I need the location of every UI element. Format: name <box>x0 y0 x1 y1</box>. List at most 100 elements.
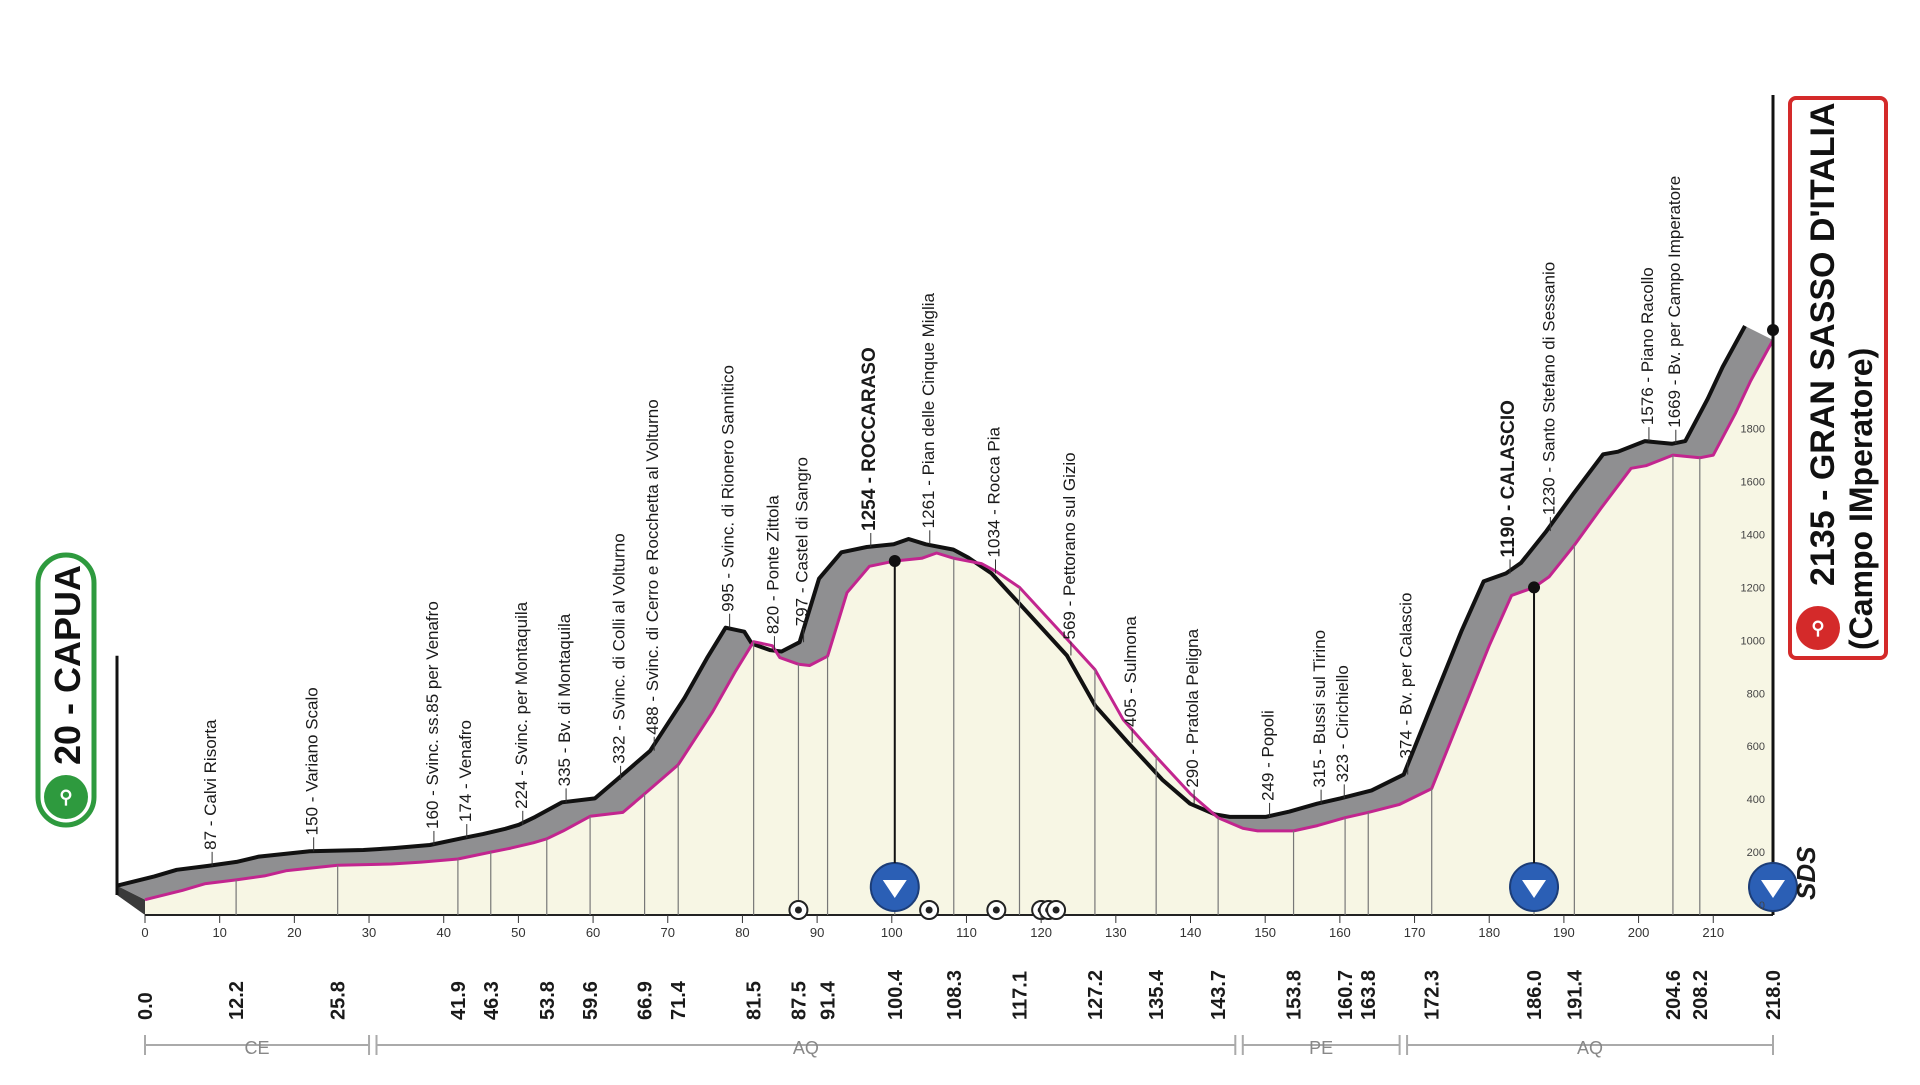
profile-side-face <box>117 885 145 915</box>
km-label: 127.2 <box>1085 970 1107 1020</box>
waypoint-label: 405 - Sulmona <box>1121 616 1140 727</box>
waypoint-label: 150 - Variano Scalo <box>303 687 322 835</box>
km-label: 12.2 <box>226 981 248 1020</box>
waypoint-label: 1190 - CALASCIO <box>1498 400 1519 557</box>
km-tick-label: 40 <box>436 925 450 940</box>
km-label: 100.4 <box>885 969 907 1020</box>
km-label: 135.4 <box>1146 969 1168 1020</box>
km-label: 41.9 <box>448 981 470 1020</box>
waypoint-label: 569 - Pettorano sul Gizio <box>1060 452 1079 639</box>
finish-bike-icon <box>1796 606 1840 650</box>
waypoint-label: 249 - Popoli <box>1259 710 1278 801</box>
km-tick-label: 20 <box>287 925 301 940</box>
waypoint-label: 1669 - Bv. per Campo Imperatore <box>1665 176 1684 428</box>
start-badge-frame <box>35 552 97 828</box>
km-tick-label: 190 <box>1553 925 1575 940</box>
waypoint-label: 315 - Bussi sul Tirino <box>1310 630 1329 788</box>
km-tick-label: 30 <box>362 925 376 940</box>
finish-subtitle: (Campo IMperatore) <box>1843 348 1879 650</box>
profile-fill <box>145 340 1773 915</box>
waypoint-label: 374 - Bv. per Calascio <box>1397 593 1416 759</box>
km-tick-label: 200 <box>1628 925 1650 940</box>
km-tick-label: 110 <box>956 925 977 940</box>
waypoint-labels-layer: 87 - Calvi Risorta 150 - Variano Scalo 160… <box>201 176 1684 850</box>
waypoint-label: 1230 - Santo Stefano di Sessanio <box>1539 262 1558 515</box>
km-label: 25.8 <box>328 981 350 1020</box>
gpm-marker-triangle <box>1522 880 1547 898</box>
sprint-marker-dot <box>1052 906 1060 914</box>
waypoint-label: 1576 - Piano Racollo <box>1638 267 1657 425</box>
waypoint-label: 224 - Svinc. per Montaquila <box>512 601 531 808</box>
altitude-tick-label: 400 <box>1747 794 1765 806</box>
km-tick-label: 160 <box>1329 925 1351 940</box>
waypoint-label: 174 - Venafro <box>456 720 475 822</box>
km-label: 46.3 <box>481 981 503 1020</box>
km-tick-label: 210 <box>1702 925 1724 940</box>
km-label: 87.5 <box>788 981 810 1020</box>
km-label: 53.8 <box>537 981 559 1020</box>
km-label: 172.3 <box>1422 970 1444 1020</box>
km-tick-label: 130 <box>1105 925 1127 940</box>
profile-gradient-line <box>144 339 1775 902</box>
km-label: 143.7 <box>1208 970 1230 1020</box>
waypoint-label: 488 - Svinc. di Cerro e Rocchetta al Vol… <box>643 399 662 734</box>
km-tick-label: 10 <box>212 925 226 940</box>
km-label: 186.0 <box>1524 970 1546 1020</box>
km-label: 191.4 <box>1564 969 1586 1020</box>
altitude-tick-label: 0 <box>1759 900 1765 912</box>
km-label: 163.8 <box>1358 970 1380 1020</box>
altitude-tick-label: 1800 <box>1741 424 1765 436</box>
altitude-tick-label: 1200 <box>1741 582 1765 594</box>
km-label: 208.2 <box>1690 970 1712 1020</box>
km-label: 59.6 <box>580 981 602 1020</box>
km-label: 160.7 <box>1335 970 1357 1020</box>
km-label: 108.3 <box>944 970 966 1020</box>
altitude-tick-label: 1400 <box>1741 530 1765 542</box>
waypoint-label: 1254 - ROCCARASO <box>859 347 880 531</box>
waypoint-label: 332 - Svinc. di Colli al Volturno <box>610 533 629 764</box>
altitude-tick-label: 1600 <box>1741 477 1765 489</box>
waypoint-label: 1261 - Pian delle Cinque Miglia <box>919 292 938 528</box>
gpm-marker-triangle <box>1761 880 1785 898</box>
altitude-tick-label: 200 <box>1747 847 1765 859</box>
km-tick-label: 100 <box>881 925 903 940</box>
sprint-marker-dot <box>925 906 933 914</box>
waypoint-label: 335 - Bv. di Montaquila <box>555 613 574 786</box>
region-label: PE <box>1309 1038 1333 1058</box>
waypoint-label: 290 - Pratola Peligna <box>1183 628 1202 787</box>
km-tick-label: 50 <box>511 925 525 940</box>
km-label: 81.5 <box>744 981 766 1020</box>
start-name: 20 - CAPUA <box>47 565 88 765</box>
waypoint-label: 995 - Svinc. di Rionero Sannitico <box>719 365 738 612</box>
gpm-marker-triangle <box>882 880 907 898</box>
km-label: 91.4 <box>818 980 840 1020</box>
waypoint-label: 87 - Calvi Risorta <box>201 719 220 850</box>
altitude-tick-label: 600 <box>1747 741 1765 753</box>
region-label: CE <box>245 1038 270 1058</box>
km-tick-label: 140 <box>1180 925 1202 940</box>
profile-area-layer <box>115 95 1775 916</box>
km-label: 71.4 <box>668 980 690 1020</box>
km-tick-label: 0 <box>141 925 148 940</box>
km-tick-label: 60 <box>586 925 600 940</box>
start-bike-icon <box>44 775 88 819</box>
km-tick-label: 70 <box>661 925 675 940</box>
km-tick-label: 150 <box>1254 925 1276 940</box>
start-bike-glyph: ⚲ <box>59 787 72 807</box>
km-label: 0.0 <box>135 992 157 1020</box>
km-label: 204.6 <box>1663 970 1685 1020</box>
km-tick-label: 120 <box>1030 925 1052 940</box>
km-label: 66.9 <box>635 981 657 1020</box>
waypoint-label: 820 - Ponte Zittola <box>763 495 782 634</box>
start-badge: ⚲ 20 - CAPUA <box>35 552 97 828</box>
finish-dot <box>1767 324 1779 336</box>
altitude-tick-label: 1000 <box>1741 635 1765 647</box>
region-label: AQ <box>793 1038 819 1058</box>
km-label: 117.1 <box>1009 971 1031 1020</box>
finish-name: 2135 - GRAN SASSO D'ITALIA <box>1804 102 1842 586</box>
region-label: AQ <box>1577 1038 1603 1058</box>
km-tick-label: 170 <box>1404 925 1426 940</box>
km-tick-label: 180 <box>1478 925 1500 940</box>
